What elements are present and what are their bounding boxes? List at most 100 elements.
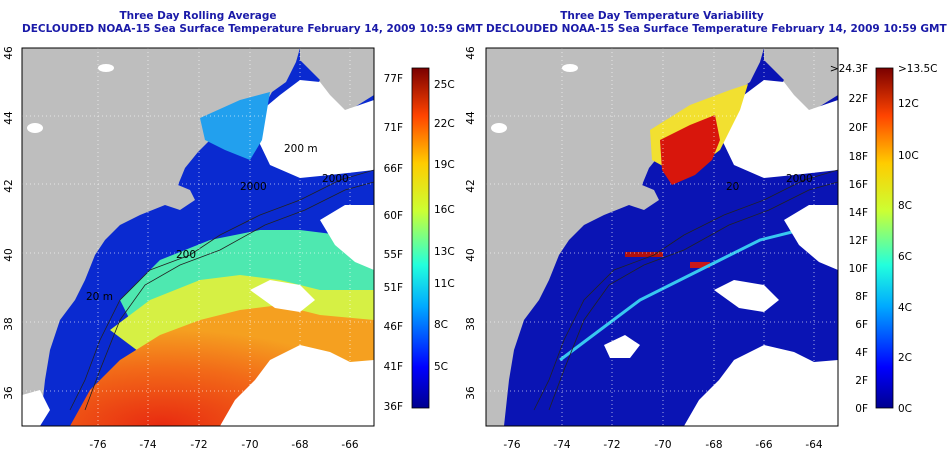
right-lat-38: 38	[465, 317, 477, 330]
left-lon-74: -74	[139, 439, 156, 451]
right-lat-46: 46	[465, 46, 477, 60]
right-map-frame	[485, 47, 839, 427]
left-cb-60f: 60F	[384, 210, 403, 222]
left-cb-46f: 46F	[384, 321, 403, 333]
right-cloud-south	[684, 345, 838, 426]
right-title-line1: Three Day Temperature Variability	[560, 10, 764, 22]
right-lon-76: -76	[503, 439, 520, 451]
right-cloud-gom	[722, 80, 838, 178]
right-contour-label-2: 20	[726, 181, 739, 193]
left-lat-42: 42	[3, 179, 15, 192]
left-contour-label-3: 200 m	[284, 143, 318, 155]
left-cb-41f: 41F	[384, 361, 403, 373]
right-cloud-mid	[714, 280, 779, 312]
right-cb-12f: 12F	[849, 235, 868, 247]
right-cb-8f: 8F	[855, 291, 868, 303]
left-lake-2	[27, 123, 43, 133]
right-variability-red	[660, 115, 720, 185]
left-title-line2: DECLOUDED NOAA-15 Sea Surface Temperatur…	[22, 23, 483, 35]
right-cb-18f: 18F	[849, 151, 868, 163]
left-lon-76: -76	[89, 439, 106, 451]
left-shelf-cyan	[200, 92, 270, 160]
right-colorbar-f-labels: >24.3F 22F 20F 18F 16F 14F 12F 10F 8F 6F…	[830, 63, 868, 415]
right-cb-6f: 6F	[855, 319, 868, 331]
left-cloud-gom	[258, 80, 374, 178]
left-cloud-east	[320, 205, 374, 270]
right-lon-64: -64	[805, 439, 822, 451]
left-colorbar-c-labels: 25C 22C 19C 16C 13C 11C 8C 5C	[434, 79, 455, 373]
left-contour-label-5: 20 m	[86, 291, 113, 303]
left-lake-1	[98, 64, 114, 72]
left-contour-label-4: 2000	[240, 181, 267, 193]
right-cb-14f: 14F	[849, 207, 868, 219]
left-cloud-south	[220, 345, 374, 426]
left-contour-label-2: 2000	[322, 173, 349, 185]
left-colorbar-f-labels: 77F 71F 66F 60F 55F 51F 46F 41F 36F	[384, 73, 403, 413]
left-cb-16c: 16C	[434, 204, 455, 216]
right-lon-74: -74	[553, 439, 570, 451]
left-contour-200	[69, 169, 374, 411]
right-lake-2	[491, 123, 507, 133]
left-cb-36f: 36F	[384, 401, 403, 413]
left-lat-axis: 46 44 42 40 38 36	[3, 46, 15, 400]
right-lat-36: 36	[465, 386, 477, 400]
left-cb-25c: 25C	[434, 79, 455, 91]
right-cb-20f: 20F	[849, 122, 868, 134]
left-cb-8c: 8C	[434, 319, 448, 331]
left-cloud-mid	[250, 280, 315, 312]
right-cb-10f: 10F	[849, 263, 868, 275]
left-map-frame	[21, 47, 375, 427]
right-cb-0c: 0C	[898, 403, 912, 415]
right-cb-22f: 22F	[849, 93, 868, 105]
right-cb-24f: >24.3F	[830, 63, 868, 75]
right-streak-1	[625, 252, 663, 257]
left-cb-71f: 71F	[384, 122, 403, 134]
right-cloud-patch	[604, 335, 640, 358]
right-land	[486, 48, 764, 426]
left-colorbar	[411, 67, 430, 409]
right-streak-2	[690, 262, 710, 268]
right-title-line2: DECLOUDED NOAA-15 Sea Surface Temperatur…	[486, 23, 947, 35]
left-map: 200 2000 200 m 2000 20 m	[22, 48, 374, 426]
left-lon-66: -66	[341, 439, 358, 451]
right-lat-44: 44	[465, 111, 477, 125]
left-cb-5c: 5C	[434, 361, 448, 373]
right-cb-13c: >13.5C	[898, 63, 938, 75]
left-cb-22c: 22C	[434, 118, 455, 130]
right-lat-axis: 46 44 42 40 38 36	[465, 46, 477, 400]
right-cb-4c: 4C	[898, 302, 912, 314]
right-cb-2f: 2F	[855, 375, 868, 387]
right-cb-8c: 8C	[898, 200, 912, 212]
left-lon-68: -68	[291, 439, 308, 451]
right-contour-label-1: 2000	[786, 173, 813, 185]
right-lon-72: -72	[603, 439, 620, 451]
left-title-line1: Three Day Rolling Average	[119, 10, 277, 22]
right-map: 2000 20	[486, 48, 838, 426]
right-cb-10c: 10C	[898, 150, 919, 162]
left-cb-55f: 55F	[384, 249, 403, 261]
right-lon-axis: -76 -74 -72 -70 -68 -66 -64	[503, 439, 822, 451]
right-lat-40: 40	[465, 248, 477, 261]
left-lat-46: 46	[3, 46, 15, 60]
right-colorbar-c-labels: >13.5C 12C 10C 8C 6C 4C 2C 0C	[898, 63, 938, 415]
right-lat-42: 42	[465, 179, 477, 192]
left-cb-19c: 19C	[434, 159, 455, 171]
right-cb-4f: 4F	[855, 347, 868, 359]
left-cb-77f: 77F	[384, 73, 403, 85]
left-lon-axis: -76 -74 -72 -70 -68 -66	[89, 439, 358, 451]
right-lon-68: -68	[705, 439, 722, 451]
left-cb-13c: 13C	[434, 246, 455, 258]
left-contour-label-1: 200	[176, 249, 196, 261]
left-cb-51f: 51F	[384, 282, 403, 294]
right-cb-2c: 2C	[898, 352, 912, 364]
right-cb-12c: 12C	[898, 98, 919, 110]
left-gridlines	[22, 48, 374, 426]
left-lat-38: 38	[3, 317, 15, 330]
right-contour-2000	[548, 181, 838, 411]
left-lat-36: 36	[3, 386, 15, 400]
left-lon-70: -70	[241, 439, 258, 451]
right-contour-200	[533, 169, 838, 411]
right-lon-66: -66	[755, 439, 772, 451]
right-cb-6c: 6C	[898, 251, 912, 263]
